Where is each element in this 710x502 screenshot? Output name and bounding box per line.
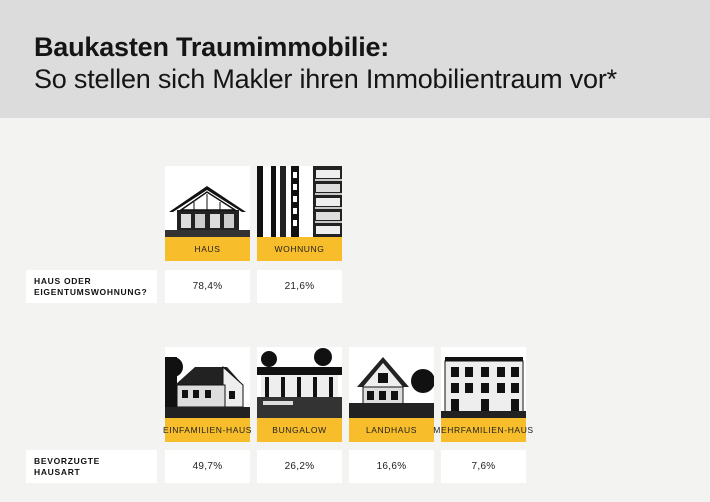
category-label-wohnung: WOHNUNG <box>257 237 342 261</box>
apartment-photo-icon <box>257 166 342 237</box>
row-label-bevorzugte-hausart: BEVORZUGTE HAUSART <box>26 450 157 483</box>
value-mehrfamilienhaus: 7,6% <box>441 450 526 483</box>
header-banner: Baukasten Traumimmobilie: So stellen sic… <box>0 0 710 118</box>
category-label-einfamilienhaus: EINFAMILIEN- HAUS <box>163 418 251 442</box>
page-title: Baukasten Traumimmobilie: <box>34 32 390 62</box>
single-family-house-photo-icon <box>165 347 250 418</box>
value-einfamilienhaus: 49,7% <box>165 450 250 483</box>
country-house-photo-icon <box>349 347 434 418</box>
value-haus: 78,4% <box>165 270 250 303</box>
multi-family-house-photo-icon <box>441 347 526 418</box>
value-landhaus: 16,6% <box>349 450 434 483</box>
value-bungalow: 26,2% <box>257 450 342 483</box>
house-photo-icon <box>165 166 250 237</box>
bungalow-photo-icon <box>257 347 342 418</box>
page-subtitle: So stellen sich Makler ihren Immobilient… <box>34 64 617 94</box>
category-label-mehrfamilienhaus: MEHRFAMILIEN- HAUS <box>433 418 533 442</box>
category-label-landhaus: LANDHAUS <box>349 418 434 442</box>
value-wohnung: 21,6% <box>257 270 342 303</box>
row-label-haus-oder-wohnung: HAUS ODER EIGENTUMSWOHNUNG? <box>26 270 157 303</box>
category-label-haus: HAUS <box>165 237 250 261</box>
category-label-bungalow: BUNGALOW <box>257 418 342 442</box>
